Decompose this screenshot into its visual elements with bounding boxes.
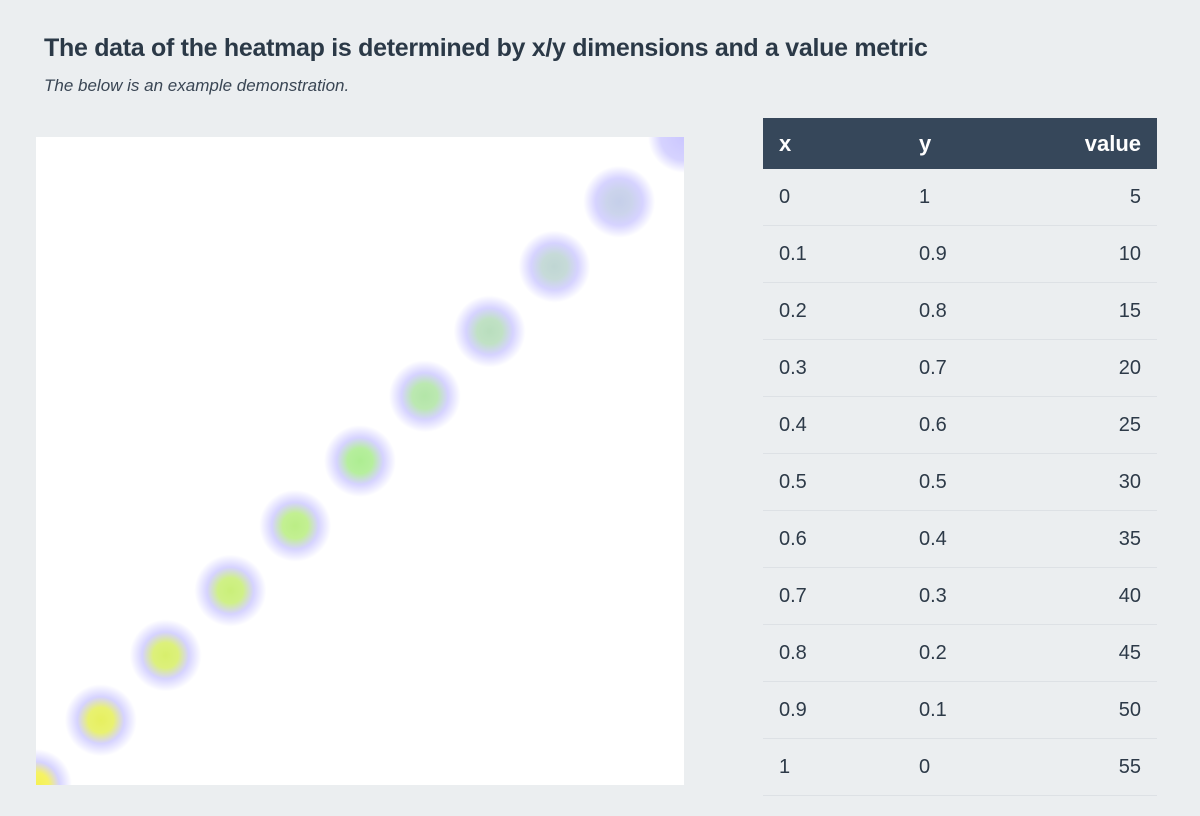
table-cell-value: 30 bbox=[1045, 453, 1157, 511]
table-cell-value: 45 bbox=[1045, 624, 1157, 682]
table-cell-y: 0.8 bbox=[903, 282, 1045, 340]
table-cell-x: 0.2 bbox=[763, 282, 903, 340]
table-cell-y: 0.6 bbox=[903, 396, 1045, 454]
table-cell-x: 0.8 bbox=[763, 624, 903, 682]
table-cell-x: 0.4 bbox=[763, 396, 903, 454]
table-cell-x: 0.9 bbox=[763, 681, 903, 739]
table-row: 0.9 0.1 50 bbox=[763, 681, 1157, 739]
column-header-value[interactable]: value bbox=[1045, 118, 1157, 169]
table-cell-x: 0 bbox=[763, 169, 903, 226]
heatmap-point bbox=[518, 230, 591, 303]
heatmap-svg bbox=[36, 137, 684, 785]
table-row: 0.7 0.3 40 bbox=[763, 567, 1157, 625]
table-cell-y: 0.7 bbox=[903, 339, 1045, 397]
table-cell-x: 0.3 bbox=[763, 339, 903, 397]
table-cell-y: 1 bbox=[903, 169, 1045, 226]
column-header-x[interactable]: x bbox=[763, 118, 903, 169]
table-row: 0.8 0.2 45 bbox=[763, 624, 1157, 682]
table-cell-x: 0.1 bbox=[763, 225, 903, 283]
table-row: 1 0 55 bbox=[763, 738, 1157, 796]
heatmap-point bbox=[583, 165, 656, 238]
table-cell-y: 0.5 bbox=[903, 453, 1045, 511]
table-cell-value: 20 bbox=[1045, 339, 1157, 397]
heatmap-point bbox=[36, 749, 72, 785]
table-cell-x: 0.5 bbox=[763, 453, 903, 511]
table-cell-value: 40 bbox=[1045, 567, 1157, 625]
heatmap-point bbox=[453, 295, 526, 368]
table-header-row: x y value bbox=[763, 118, 1157, 169]
table-body: 0 1 5 0.1 0.9 10 0.2 0.8 15 0.3 0.7 20 0.4 0.6 25 0.5 0.… bbox=[763, 169, 1157, 796]
table-cell-value: 35 bbox=[1045, 510, 1157, 568]
heatmap-point bbox=[388, 360, 461, 433]
table-cell-x: 0.7 bbox=[763, 567, 903, 625]
page-title: The data of the heatmap is determined by… bbox=[44, 34, 928, 62]
table-cell-value: 10 bbox=[1045, 225, 1157, 283]
table-row: 0.4 0.6 25 bbox=[763, 396, 1157, 454]
table-cell-y: 0.9 bbox=[903, 225, 1045, 283]
table-row: 0.3 0.7 20 bbox=[763, 339, 1157, 397]
table-cell-value: 5 bbox=[1045, 169, 1157, 226]
heatmap-point bbox=[324, 425, 396, 497]
heatmap-point bbox=[64, 684, 137, 757]
table-cell-value: 15 bbox=[1045, 282, 1157, 340]
table-cell-y: 0.3 bbox=[903, 567, 1045, 625]
column-header-y[interactable]: y bbox=[903, 118, 1045, 169]
table-row: 0.6 0.4 35 bbox=[763, 510, 1157, 568]
heatmap-chart bbox=[36, 137, 684, 785]
heatmap-point bbox=[259, 489, 332, 562]
table-cell-y: 0.4 bbox=[903, 510, 1045, 568]
table-cell-y: 0 bbox=[903, 738, 1045, 796]
heatmap-point bbox=[129, 619, 202, 692]
table-cell-value: 50 bbox=[1045, 681, 1157, 739]
heatmap-point bbox=[648, 137, 684, 173]
data-table: x y value 0 1 5 0.1 0.9 10 0.2 0.8 15 0.3 0.7 20 0.4… bbox=[763, 118, 1157, 796]
table-row: 0.1 0.9 10 bbox=[763, 225, 1157, 283]
table-cell-value: 25 bbox=[1045, 396, 1157, 454]
table-cell-value: 55 bbox=[1045, 738, 1157, 796]
table-cell-y: 0.2 bbox=[903, 624, 1045, 682]
heatmap-point bbox=[194, 554, 267, 627]
page-subtitle: The below is an example demonstration. bbox=[44, 76, 350, 95]
table-row: 0.2 0.8 15 bbox=[763, 282, 1157, 340]
table-row: 0.5 0.5 30 bbox=[763, 453, 1157, 511]
table-cell-x: 1 bbox=[763, 738, 903, 796]
table-cell-y: 0.1 bbox=[903, 681, 1045, 739]
table-cell-x: 0.6 bbox=[763, 510, 903, 568]
heatmap-points-group bbox=[36, 137, 684, 785]
